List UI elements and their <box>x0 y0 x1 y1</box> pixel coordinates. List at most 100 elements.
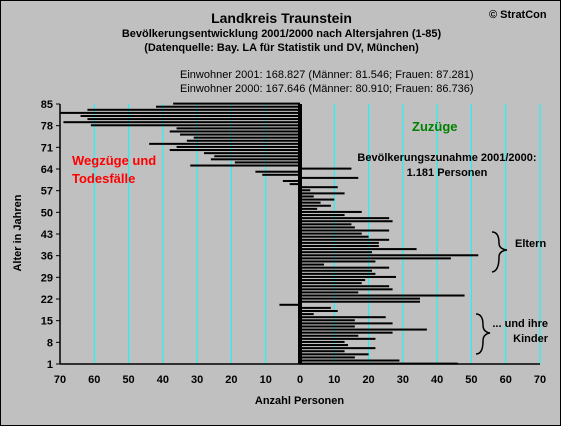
outflow-annotation-line1: Wegzüge und <box>72 153 157 168</box>
bar-age-73 <box>186 139 300 142</box>
kinder-brace <box>475 313 491 355</box>
bar-age-51 <box>300 207 318 210</box>
bar-age-5 <box>300 350 345 353</box>
y-tick-label: 64 <box>41 164 54 176</box>
bar-age-31 <box>300 269 372 272</box>
bar-age-58 <box>300 186 338 189</box>
y-tick-label: 15 <box>41 316 53 328</box>
bar-age-63 <box>255 170 300 173</box>
bar-age-76 <box>169 130 300 133</box>
bar-age-17 <box>300 313 314 316</box>
population-increase-annotation: Bevölkerungszunahme 2001/2000: 1.181 Per… <box>352 151 542 181</box>
x-tick-label: 60 <box>500 374 512 386</box>
bar-series <box>60 102 479 365</box>
bar-age-40 <box>300 241 379 244</box>
bar-age-69 <box>204 152 300 155</box>
chart-axes <box>56 103 540 365</box>
bar-age-66 <box>234 161 300 164</box>
copyright-label: © StratCon <box>489 9 547 21</box>
x-tick-label: 30 <box>397 374 409 386</box>
x-tick-label: 20 <box>362 374 374 386</box>
x-tick-label: 50 <box>465 374 477 386</box>
y-tick-label: 57 <box>41 186 53 198</box>
y-tick-label: 50 <box>41 207 53 219</box>
y-tick-label: 43 <box>41 229 53 241</box>
increase-annotation-line2: 1.181 Personen <box>406 167 488 179</box>
bar-age-18 <box>300 309 338 312</box>
bar-age-46 <box>300 223 352 226</box>
y-tick-labels: 1 8 15 22 29 36 43 50 57 64 71 78 85 <box>41 99 54 371</box>
bar-age-47 <box>300 220 393 223</box>
chart-subtitle: Bevölkerungsentwicklung 2001/2000 nach A… <box>121 28 442 40</box>
bar-age-68 <box>214 155 300 158</box>
eltern-brace <box>491 231 508 273</box>
bar-age-61 <box>300 176 359 179</box>
x-tick-label: 40 <box>157 374 169 386</box>
bar-age-3 <box>300 356 355 359</box>
bar-age-24 <box>300 291 359 294</box>
bar-age-71 <box>176 145 300 148</box>
bar-age-75 <box>180 133 300 136</box>
bar-age-77 <box>176 127 300 130</box>
chart-title: Landkreis Traunstein <box>211 10 352 26</box>
y-tick-label: 22 <box>41 294 53 306</box>
bar-age-85 <box>173 102 300 105</box>
bar-age-14 <box>300 322 393 325</box>
y-tick-label: 1 <box>47 359 53 371</box>
bar-age-62 <box>262 173 300 176</box>
bar-age-50 <box>300 210 362 213</box>
bar-age-33 <box>300 263 324 266</box>
bar-age-13 <box>300 325 355 328</box>
bar-age-59 <box>289 183 300 186</box>
population-2001-label: Einwohner 2001: 168.827 (Männer: 81.546;… <box>180 69 474 81</box>
x-tick-label: 70 <box>534 374 546 386</box>
bar-age-15 <box>300 319 355 322</box>
bar-age-65 <box>190 164 300 167</box>
y-tick-label: 85 <box>41 99 53 111</box>
bar-age-6 <box>300 347 376 350</box>
x-tick-label: 60 <box>88 374 100 386</box>
bar-age-60 <box>282 179 300 182</box>
bar-age-45 <box>300 226 355 229</box>
bar-age-84 <box>156 105 300 108</box>
bar-age-72 <box>149 142 300 145</box>
bar-age-28 <box>300 279 366 282</box>
y-tick-label: 78 <box>41 121 53 133</box>
bar-age-64 <box>300 167 352 170</box>
population-2000-label: Einwohner 2000: 167.646 (Männer: 80.910;… <box>180 83 474 95</box>
bar-age-52 <box>300 204 331 207</box>
bar-age-29 <box>300 275 396 278</box>
bar-age-30 <box>300 272 376 275</box>
bar-age-44 <box>300 229 390 232</box>
children-annotation-line2: Kinder <box>513 333 548 345</box>
increase-annotation-line1: Bevölkerungszunahme 2001/2000: <box>357 152 537 164</box>
bar-age-48 <box>300 217 390 220</box>
bar-age-37 <box>300 251 372 254</box>
bar-age-83 <box>87 108 300 111</box>
bar-age-39 <box>300 244 379 247</box>
x-axis-label: Anzahl Personen <box>254 395 345 407</box>
bar-age-81 <box>80 114 300 117</box>
bar-age-56 <box>300 192 345 195</box>
bar-age-4 <box>300 353 369 356</box>
x-tick-labels: 70 60 50 40 30 20 10 0 10 20 30 40 50 60 70 <box>54 374 546 386</box>
bar-age-54 <box>300 198 335 201</box>
y-tick-label: 29 <box>41 272 53 284</box>
bar-age-70 <box>169 149 300 152</box>
bar-age-80 <box>87 118 300 121</box>
bar-age-42 <box>300 235 369 238</box>
parents-annotation: Eltern <box>515 238 547 250</box>
bar-age-19 <box>300 306 331 309</box>
bar-age-8 <box>300 340 345 343</box>
y-tick-label: 71 <box>41 142 53 154</box>
x-tick-label: 30 <box>191 374 203 386</box>
bar-age-78 <box>90 124 300 127</box>
y-tick-label: 8 <box>47 337 53 349</box>
bar-age-38 <box>300 248 417 251</box>
x-tick-label: 70 <box>54 374 66 386</box>
bar-age-20 <box>279 303 300 306</box>
bar-age-21 <box>300 300 420 303</box>
bar-age-74 <box>193 136 300 139</box>
